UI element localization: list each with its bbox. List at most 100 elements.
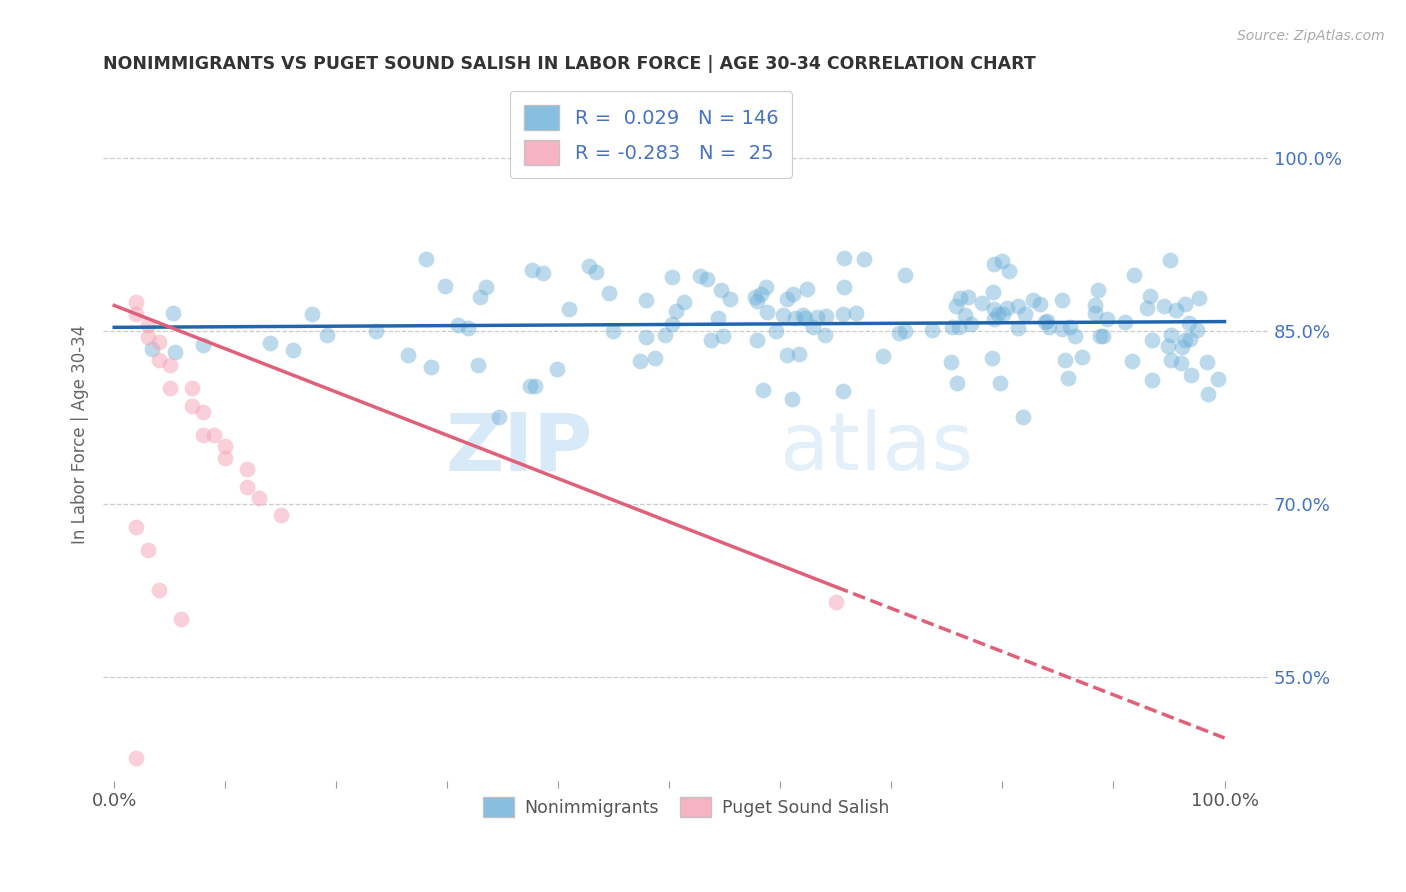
Point (948, 320, 970, 334)
Point (628, 353, 651, 368)
Point (745, 293, 768, 308)
Point (214, 450, 236, 465)
Point (191, 404, 214, 418)
Point (794, 310, 817, 325)
Point (832, 306, 855, 320)
Point (756, 305, 779, 319)
Point (470, 289, 492, 303)
Point (475, 279, 498, 293)
Point (806, 310, 828, 324)
Point (148, 583, 170, 598)
Point (995, 301, 1018, 316)
Point (661, 318, 683, 332)
Point (1185, 323, 1208, 337)
Point (281, 343, 304, 357)
Point (1059, 319, 1081, 334)
Point (654, 327, 676, 342)
Y-axis label: In Labor Force | Age 30-34: In Labor Force | Age 30-34 (72, 325, 89, 544)
Point (893, 324, 915, 338)
Point (772, 309, 794, 323)
Point (696, 272, 718, 286)
Point (710, 283, 733, 297)
Point (689, 269, 711, 284)
Point (1064, 328, 1087, 343)
Point (852, 252, 875, 266)
Point (1007, 320, 1029, 334)
Point (745, 333, 768, 347)
Point (1140, 373, 1163, 387)
Point (531, 266, 554, 280)
Point (1170, 356, 1192, 370)
Point (634, 293, 657, 307)
Point (519, 378, 541, 392)
Point (236, 462, 259, 476)
Point (546, 362, 568, 376)
Point (1180, 368, 1202, 382)
Point (1092, 329, 1115, 343)
Point (699, 333, 721, 347)
Point (1135, 301, 1157, 316)
Point (125, 306, 148, 320)
Point (661, 270, 683, 285)
Point (1038, 320, 1060, 334)
Point (446, 318, 468, 333)
Point (457, 321, 479, 335)
Point (1050, 321, 1073, 335)
Point (315, 328, 337, 343)
Point (1206, 372, 1229, 386)
Point (949, 291, 972, 305)
Point (159, 359, 181, 373)
Point (718, 292, 741, 306)
Point (1095, 312, 1118, 326)
Text: Source: ZipAtlas.com: Source: ZipAtlas.com (1237, 29, 1385, 43)
Point (163, 345, 186, 359)
Point (434, 279, 457, 293)
Point (752, 383, 775, 397)
Point (136, 318, 159, 332)
Point (744, 290, 766, 304)
Point (991, 254, 1014, 268)
Point (159, 382, 181, 396)
Point (578, 260, 600, 274)
Point (247, 491, 270, 505)
Point (125, 750, 148, 764)
Point (136, 329, 159, 343)
Point (782, 286, 804, 301)
Point (785, 310, 807, 325)
Point (939, 355, 962, 369)
Point (792, 308, 814, 322)
Point (796, 282, 818, 296)
Point (148, 352, 170, 367)
Point (1139, 289, 1161, 303)
Point (415, 252, 437, 267)
Point (825, 595, 848, 609)
Point (983, 312, 1005, 326)
Point (803, 320, 825, 334)
Point (941, 320, 963, 334)
Point (787, 347, 810, 361)
Point (364, 324, 387, 338)
Point (488, 410, 510, 425)
Point (467, 359, 489, 373)
Point (1033, 315, 1056, 329)
Point (775, 348, 797, 362)
Point (749, 287, 772, 301)
Point (1142, 333, 1164, 347)
Point (1159, 253, 1181, 268)
Point (1084, 306, 1107, 320)
Point (1070, 350, 1092, 364)
Point (214, 439, 236, 453)
Point (181, 399, 204, 413)
Point (162, 306, 184, 320)
Point (1170, 340, 1192, 354)
Point (1088, 328, 1111, 343)
Point (981, 285, 1004, 300)
Point (983, 257, 1005, 271)
Point (1050, 293, 1073, 307)
Point (945, 299, 967, 313)
Point (832, 251, 855, 265)
Point (301, 307, 323, 321)
Point (665, 304, 688, 318)
Point (894, 268, 917, 282)
Point (887, 326, 910, 341)
